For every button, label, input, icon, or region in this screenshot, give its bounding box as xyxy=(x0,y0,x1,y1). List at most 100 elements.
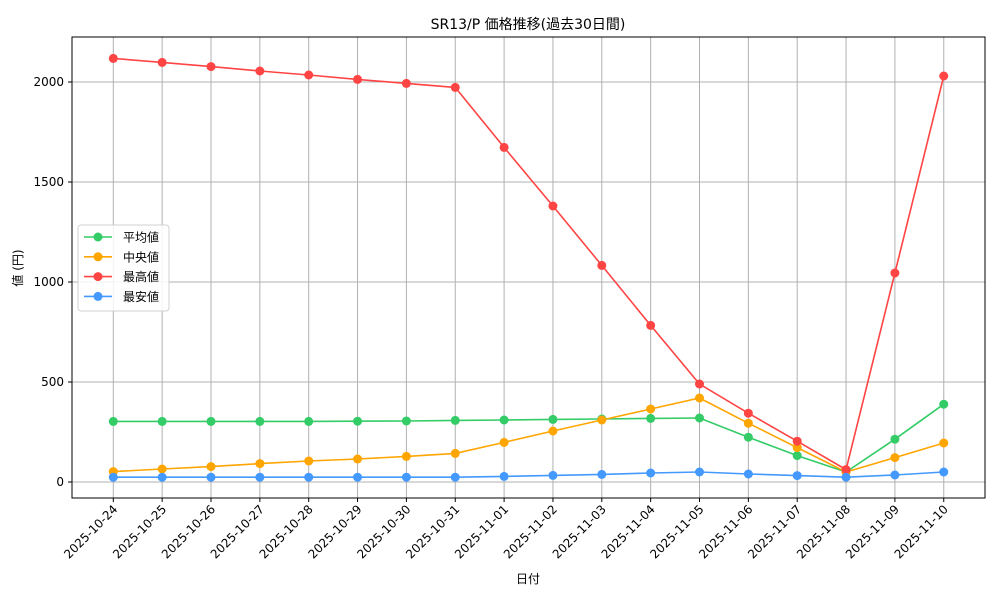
data-point-marker xyxy=(450,415,460,425)
data-point-marker xyxy=(206,62,216,72)
series-2 xyxy=(108,53,949,475)
data-point-marker xyxy=(597,469,607,479)
series-line xyxy=(113,397,944,473)
y-tick-label: 1000 xyxy=(33,275,64,289)
x-axis: 2025-10-242025-10-252025-10-262025-10-27… xyxy=(61,498,951,561)
data-point-marker xyxy=(890,434,900,444)
data-point-marker xyxy=(401,416,411,426)
data-point-marker xyxy=(548,426,558,436)
series-line xyxy=(113,57,945,471)
data-point-marker xyxy=(499,415,509,425)
data-point-marker xyxy=(499,142,509,152)
data-point-marker xyxy=(157,416,167,426)
data-point-marker xyxy=(548,201,558,211)
data-point-marker xyxy=(304,70,314,80)
data-point-marker xyxy=(450,448,460,458)
data-point-marker xyxy=(597,415,607,425)
data-point-marker xyxy=(743,408,753,418)
legend-item: 最高値 xyxy=(84,269,159,284)
data-point-marker xyxy=(206,462,216,472)
series-3 xyxy=(108,467,949,482)
data-point-marker xyxy=(157,57,167,67)
data-point-marker xyxy=(499,471,509,481)
data-point-marker xyxy=(792,436,802,446)
y-tick-label: 1500 xyxy=(33,175,64,189)
legend-item: 平均値 xyxy=(84,230,159,245)
legend-item: 中央値 xyxy=(84,249,159,264)
series-lines xyxy=(108,53,949,482)
data-point-marker xyxy=(255,472,265,482)
data-point-marker xyxy=(695,467,704,477)
data-point-marker xyxy=(646,320,656,330)
data-point-marker xyxy=(108,53,118,63)
plot-frame xyxy=(71,36,986,499)
data-point-marker xyxy=(401,472,411,482)
data-point-marker xyxy=(353,454,363,464)
data-point-marker xyxy=(890,470,900,480)
legend-label: 中央値 xyxy=(123,249,159,264)
data-point-marker xyxy=(255,66,265,76)
grid-lines xyxy=(72,37,985,498)
data-point-marker xyxy=(450,472,460,482)
data-point-marker xyxy=(255,459,265,469)
chart-title: SR13/P 価格推移(過去30日間) xyxy=(431,17,626,33)
data-point-marker xyxy=(548,470,558,480)
data-point-marker xyxy=(108,416,118,426)
data-point-marker xyxy=(646,404,656,414)
data-point-marker xyxy=(890,453,900,463)
data-point-marker xyxy=(695,413,704,423)
data-point-marker xyxy=(939,438,949,448)
legend-box xyxy=(77,224,170,312)
data-point-marker xyxy=(304,472,314,482)
data-point-marker xyxy=(206,472,216,482)
data-point-marker xyxy=(792,443,802,453)
data-point-marker xyxy=(939,399,949,409)
y-tick-label: 2000 xyxy=(33,75,64,89)
data-point-marker xyxy=(597,260,607,270)
data-point-marker xyxy=(255,416,265,426)
data-point-marker xyxy=(743,418,753,428)
series-line xyxy=(113,403,945,473)
data-point-marker xyxy=(304,416,314,426)
data-point-marker xyxy=(890,268,900,278)
data-point-marker xyxy=(353,472,363,482)
data-point-marker xyxy=(157,464,167,474)
y-axis-label: 値 (円) xyxy=(10,249,25,286)
data-point-marker xyxy=(548,414,558,424)
legend-item: 最安値 xyxy=(84,289,159,304)
data-point-marker xyxy=(401,451,411,461)
data-point-marker xyxy=(646,468,656,478)
legend-marker-icon xyxy=(93,232,103,242)
data-point-marker xyxy=(450,82,460,92)
data-point-marker xyxy=(939,467,949,477)
data-point-marker xyxy=(695,379,704,389)
data-point-marker xyxy=(157,472,167,482)
legend-label: 最高値 xyxy=(123,269,159,284)
data-point-marker xyxy=(499,437,509,447)
data-point-marker xyxy=(646,413,656,423)
data-point-marker xyxy=(695,393,704,403)
data-point-marker xyxy=(353,416,363,426)
data-point-marker xyxy=(792,451,802,461)
data-point-marker xyxy=(108,472,118,482)
data-point-marker xyxy=(743,469,753,479)
data-point-marker xyxy=(939,71,949,81)
legend-label: 平均値 xyxy=(123,230,159,245)
data-point-marker xyxy=(841,465,851,475)
data-point-marker xyxy=(743,432,753,442)
y-axis: 0 500 1000 1500 2000 xyxy=(33,75,72,489)
data-point-marker xyxy=(206,416,216,426)
data-point-marker xyxy=(792,471,802,481)
data-point-marker xyxy=(401,78,411,88)
x-axis-label: 日付 xyxy=(516,572,540,586)
data-point-marker xyxy=(304,456,314,466)
series-line xyxy=(113,471,944,479)
y-tick-label: 500 xyxy=(41,375,64,389)
data-point-marker xyxy=(353,74,363,84)
legend-label: 最安値 xyxy=(123,289,159,304)
legend-marker-icon xyxy=(93,272,103,282)
legend-marker-icon xyxy=(93,252,103,262)
